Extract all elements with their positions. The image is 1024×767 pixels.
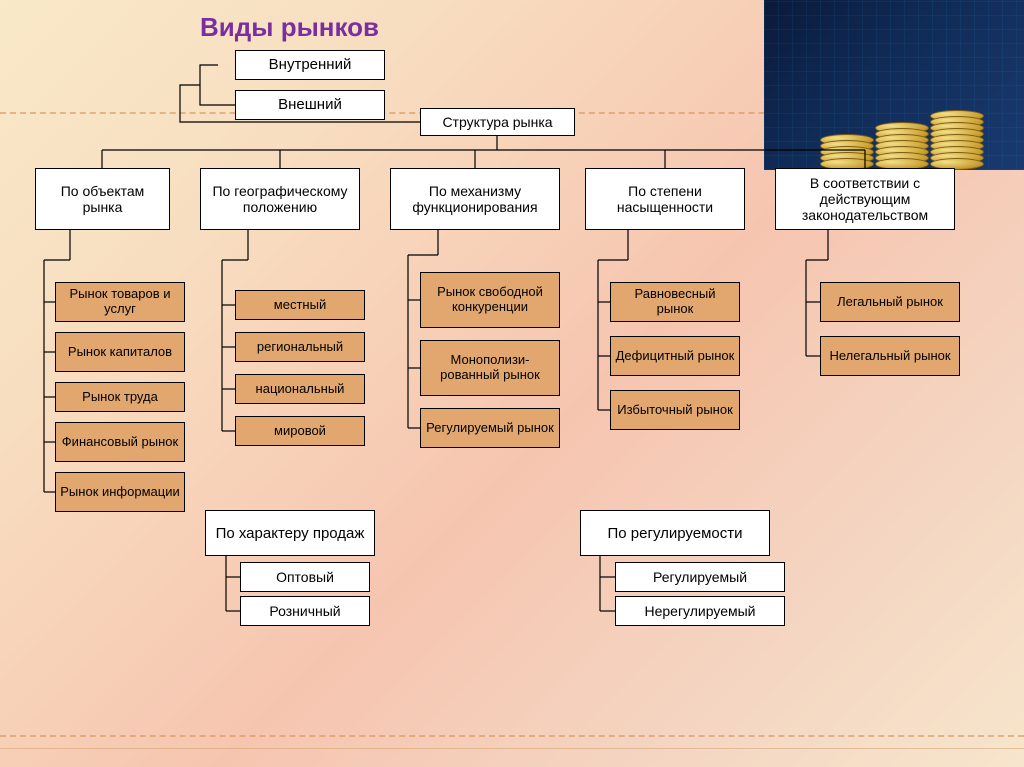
sub-0-0: Рынок товаров и услуг bbox=[55, 282, 185, 322]
node-outer: Внешний bbox=[235, 90, 385, 120]
extra-sub-1-1: Нерегулируемый bbox=[615, 596, 785, 626]
sub-0-1: Рынок капиталов bbox=[55, 332, 185, 372]
extra-sub-1-0: Регулируемый bbox=[615, 562, 785, 592]
sub-0-4: Рынок информации bbox=[55, 472, 185, 512]
sub-1-2: национальный bbox=[235, 374, 365, 404]
sub-2-1: Монополизи-рованный рынок bbox=[420, 340, 560, 396]
category-1: По географическому положению bbox=[200, 168, 360, 230]
sub-0-2: Рынок труда bbox=[55, 382, 185, 412]
extra-cat-1: По регулируемости bbox=[580, 510, 770, 556]
sub-1-3: мировой bbox=[235, 416, 365, 446]
corner-image bbox=[764, 0, 1024, 170]
sub-2-2: Регулируемый рынок bbox=[420, 408, 560, 448]
sub-2-0: Рынок свободной конкуренции bbox=[420, 272, 560, 328]
sub-3-0: Равновесный рынок bbox=[610, 282, 740, 322]
sub-4-1: Нелегальный рынок bbox=[820, 336, 960, 376]
sub-3-2: Избыточный рынок bbox=[610, 390, 740, 430]
sub-1-0: местный bbox=[235, 290, 365, 320]
node-inner: Внутренний bbox=[235, 50, 385, 80]
extra-sub-0-1: Розничный bbox=[240, 596, 370, 626]
page-title: Виды рынков bbox=[200, 12, 379, 43]
category-3: По степени насыщенности bbox=[585, 168, 745, 230]
category-4: В соответствии с действующим законодател… bbox=[775, 168, 955, 230]
node-structure: Структура рынка bbox=[420, 108, 575, 136]
sub-1-1: региональный bbox=[235, 332, 365, 362]
category-0: По объектам рынка bbox=[35, 168, 170, 230]
extra-cat-0: По характеру продаж bbox=[205, 510, 375, 556]
sub-3-1: Дефицитный рынок bbox=[610, 336, 740, 376]
category-2: По механизму функционирования bbox=[390, 168, 560, 230]
divider-bottom bbox=[0, 735, 1024, 737]
sub-0-3: Финансовый рынок bbox=[55, 422, 185, 462]
divider-thin bbox=[0, 748, 1024, 749]
sub-4-0: Легальный рынок bbox=[820, 282, 960, 322]
extra-sub-0-0: Оптовый bbox=[240, 562, 370, 592]
